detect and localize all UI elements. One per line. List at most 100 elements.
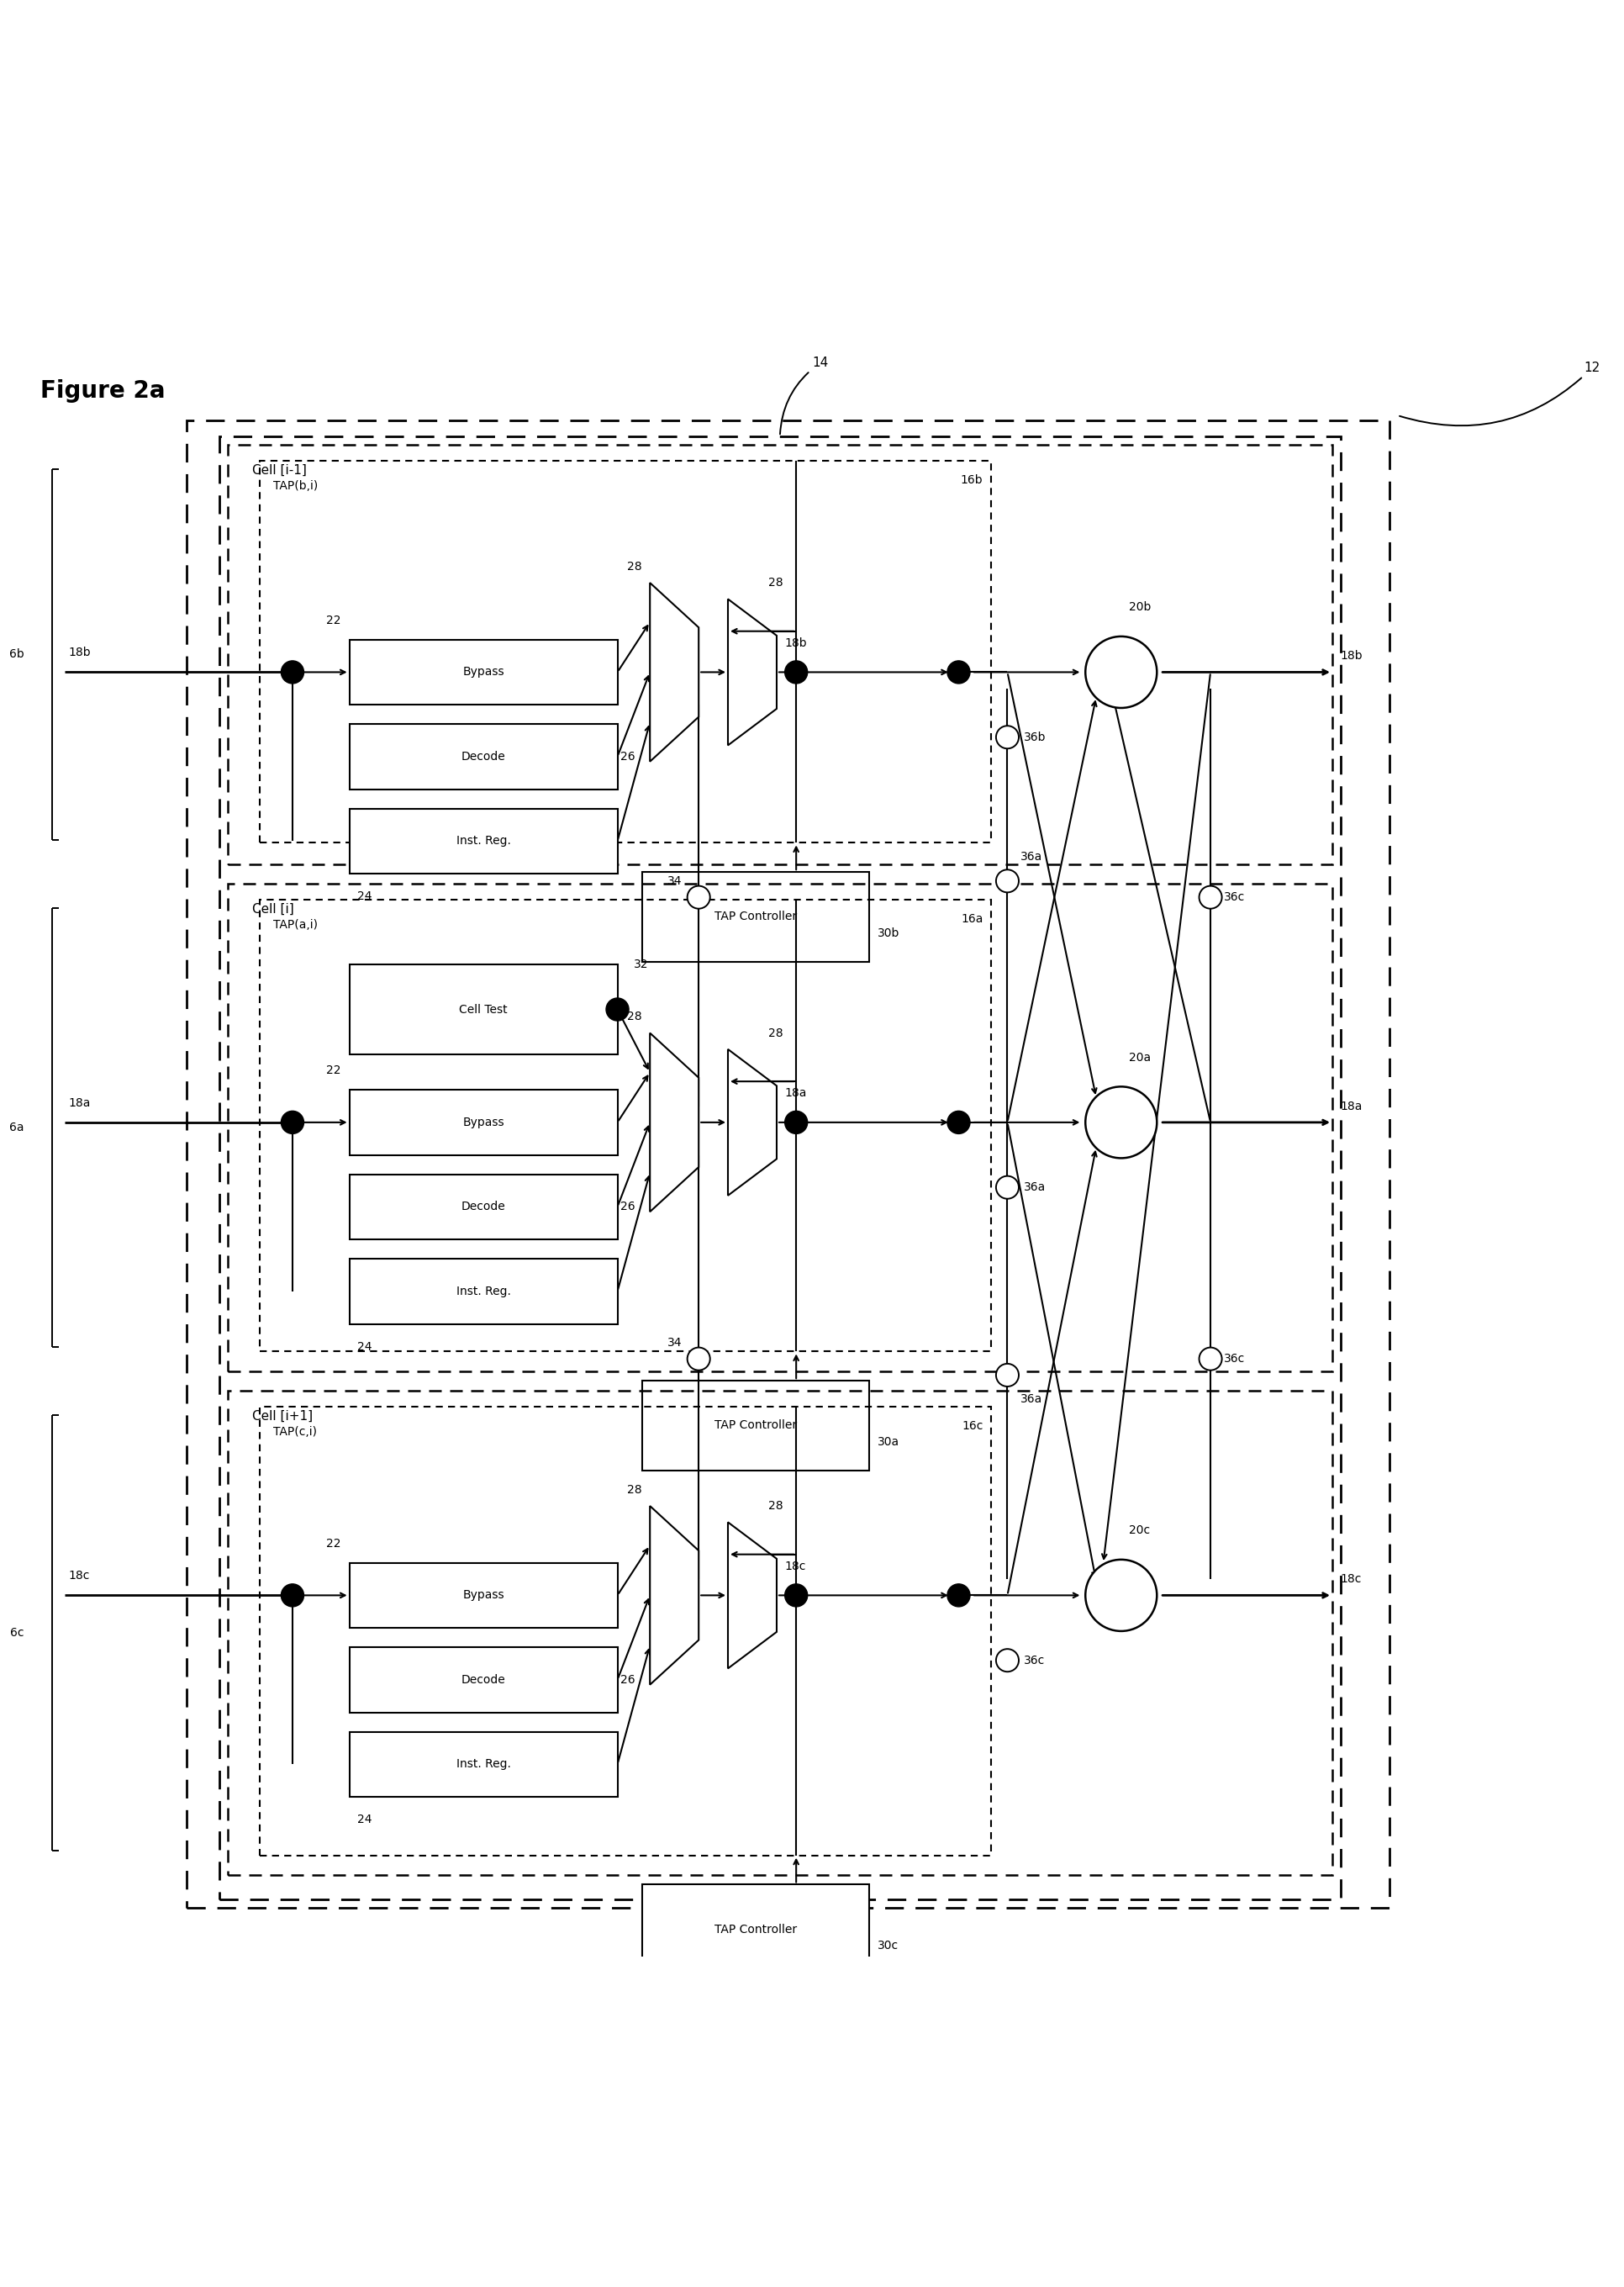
Bar (349, 965, 617, 1054)
Polygon shape (728, 1523, 776, 1670)
Text: 30b: 30b (877, 926, 900, 940)
Text: 26: 26 (620, 1201, 635, 1212)
Text: Bypass: Bypass (463, 666, 503, 677)
Text: TAP Controller: TAP Controller (715, 910, 796, 922)
Bar (187, 421, 1389, 1907)
Text: Cell [i]: Cell [i] (252, 903, 294, 915)
Circle shape (947, 1111, 970, 1134)
Circle shape (996, 1176, 1018, 1198)
Bar (219, 437, 1340, 1898)
Bar (349, 1562, 617, 1628)
Text: V: V (1116, 666, 1125, 679)
Circle shape (281, 661, 304, 684)
Circle shape (996, 725, 1018, 748)
Text: 14: 14 (780, 357, 828, 435)
Text: 28: 28 (627, 1484, 641, 1496)
Text: 36a: 36a (1020, 1393, 1043, 1407)
Text: 28: 28 (627, 1011, 641, 1022)
Text: Cell [i+1]: Cell [i+1] (252, 1411, 312, 1423)
Circle shape (1199, 885, 1221, 908)
Text: 16b: 16b (960, 473, 983, 487)
Circle shape (1085, 636, 1156, 709)
Text: 26: 26 (620, 750, 635, 762)
Text: TAP(a,i): TAP(a,i) (273, 919, 317, 931)
Text: 36b: 36b (1023, 732, 1046, 743)
Text: Decode: Decode (461, 1674, 505, 1686)
Text: V: V (1116, 1116, 1125, 1130)
Text: 36c: 36c (1223, 892, 1244, 903)
Circle shape (784, 1585, 807, 1608)
Bar (641, 1381, 869, 1471)
Text: Inst. Reg.: Inst. Reg. (456, 1759, 510, 1770)
Text: 34: 34 (667, 1336, 682, 1349)
Circle shape (784, 661, 807, 684)
Text: Bypass: Bypass (463, 1116, 503, 1127)
Polygon shape (728, 599, 776, 746)
Bar (227, 883, 1332, 1370)
Text: TAP Controller: TAP Controller (715, 1420, 796, 1432)
Text: 20a: 20a (1129, 1052, 1151, 1063)
Text: Decode: Decode (461, 1201, 505, 1212)
Circle shape (281, 1585, 304, 1608)
Circle shape (687, 1347, 710, 1370)
Text: 20b: 20b (1129, 601, 1151, 613)
Circle shape (1085, 1560, 1156, 1631)
Bar (260, 462, 991, 844)
Text: 28: 28 (768, 576, 783, 588)
Polygon shape (650, 583, 698, 762)
Text: 28: 28 (768, 1500, 783, 1512)
Bar (349, 1258, 617, 1324)
Polygon shape (650, 1034, 698, 1212)
Text: TAP(b,i): TAP(b,i) (273, 480, 318, 492)
Text: 18b: 18b (784, 638, 807, 650)
Circle shape (996, 869, 1018, 892)
Text: 18a: 18a (68, 1098, 91, 1109)
Text: 26: 26 (620, 1674, 635, 1686)
Text: 30c: 30c (877, 1939, 898, 1951)
Circle shape (784, 1111, 807, 1134)
Text: 32: 32 (633, 958, 648, 970)
Text: 36c: 36c (1223, 1354, 1244, 1365)
Text: 12: 12 (1398, 361, 1600, 425)
Text: Inst. Reg.: Inst. Reg. (456, 1285, 510, 1297)
Bar (349, 1091, 617, 1155)
Circle shape (687, 885, 710, 908)
Bar (349, 725, 617, 789)
Text: 28: 28 (627, 560, 641, 572)
Text: 18b: 18b (68, 647, 91, 659)
Text: 36a: 36a (1020, 851, 1043, 862)
Text: 24: 24 (357, 1814, 372, 1825)
Circle shape (996, 1649, 1018, 1672)
Text: 18c: 18c (1340, 1573, 1361, 1585)
Polygon shape (650, 1505, 698, 1686)
Text: 16c: 16c (961, 1420, 983, 1432)
Text: 36c: 36c (1023, 1654, 1044, 1667)
Text: V: V (1116, 1589, 1125, 1601)
Bar (260, 899, 991, 1352)
Circle shape (947, 1585, 970, 1608)
Text: 22: 22 (326, 615, 341, 627)
Bar (349, 1176, 617, 1240)
Text: 22: 22 (326, 1537, 341, 1548)
Circle shape (996, 1363, 1018, 1386)
Text: 18b: 18b (1340, 650, 1363, 661)
Text: Inst. Reg.: Inst. Reg. (456, 835, 510, 846)
Text: 30a: 30a (877, 1436, 900, 1448)
Circle shape (606, 997, 628, 1020)
Bar (349, 1647, 617, 1713)
Text: Bypass: Bypass (463, 1589, 503, 1601)
Bar (349, 810, 617, 874)
Bar (349, 640, 617, 704)
Circle shape (947, 661, 970, 684)
Text: 6c: 6c (10, 1626, 24, 1637)
Circle shape (1085, 1086, 1156, 1157)
Text: 24: 24 (357, 890, 372, 903)
Polygon shape (728, 1050, 776, 1196)
Text: 28: 28 (768, 1027, 783, 1038)
Bar (260, 1407, 991, 1855)
Circle shape (281, 1111, 304, 1134)
Text: Decode: Decode (461, 750, 505, 762)
Text: TAP(c,i): TAP(c,i) (273, 1427, 317, 1439)
Circle shape (1199, 1347, 1221, 1370)
Bar (641, 871, 869, 961)
